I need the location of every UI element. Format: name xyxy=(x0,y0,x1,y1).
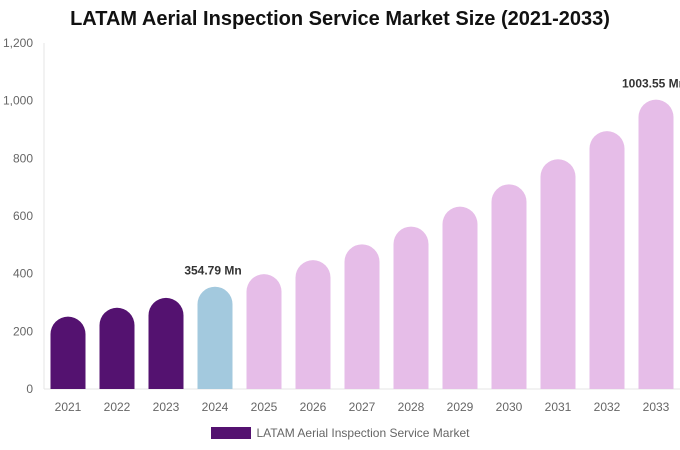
bar-2028 xyxy=(393,226,429,389)
y-tick-label: 200 xyxy=(13,324,33,338)
y-tick-label: 1,200 xyxy=(3,36,33,50)
x-tick-label: 2032 xyxy=(594,400,621,414)
x-tick-label: 2028 xyxy=(398,400,425,414)
chart-title: LATAM Aerial Inspection Service Market S… xyxy=(70,8,610,30)
legend-label: LATAM Aerial Inspection Service Market xyxy=(256,426,470,440)
y-tick-label: 600 xyxy=(13,209,33,223)
data-label-2033: 1003.55 Mn xyxy=(622,77,680,91)
y-tick-label: 1,000 xyxy=(3,94,33,108)
bar-2031 xyxy=(540,159,576,389)
x-tick-label: 2024 xyxy=(202,400,229,414)
x-tick-label: 2027 xyxy=(349,400,376,414)
bar-2025 xyxy=(246,274,282,389)
x-tick-label: 2022 xyxy=(104,400,131,414)
x-tick-label: 2031 xyxy=(545,400,572,414)
data-label-2024: 354.79 Mn xyxy=(184,264,241,278)
y-tick-label: 0 xyxy=(26,382,33,396)
y-tick-label: 800 xyxy=(13,151,33,165)
bar-2021 xyxy=(50,316,86,389)
x-tick-label: 2033 xyxy=(643,400,670,414)
bar-2032 xyxy=(589,131,625,389)
legend-swatch xyxy=(210,427,251,439)
x-tick-label: 2029 xyxy=(447,400,474,414)
bar-2023 xyxy=(148,297,184,389)
x-tick-label: 2023 xyxy=(153,400,180,414)
bar-2024 xyxy=(197,286,233,389)
bar-2022 xyxy=(99,307,135,389)
x-tick-label: 2026 xyxy=(300,400,327,414)
bar-2030 xyxy=(491,184,527,389)
bar-2033 xyxy=(638,99,674,390)
x-tick-label: 2030 xyxy=(496,400,523,414)
bar-2026 xyxy=(295,260,331,389)
legend: LATAM Aerial Inspection Service Market xyxy=(0,426,680,440)
x-tick-label: 2021 xyxy=(55,400,82,414)
bar-2027 xyxy=(344,244,380,389)
y-tick-label: 400 xyxy=(13,267,33,281)
x-tick-label: 2025 xyxy=(251,400,278,414)
bar-2029 xyxy=(442,206,478,389)
